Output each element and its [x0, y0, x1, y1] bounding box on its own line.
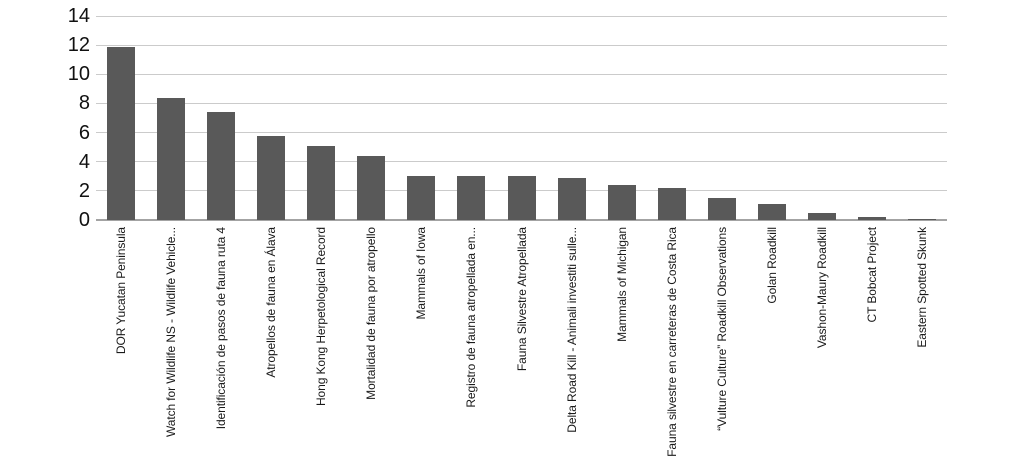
bar-17	[907, 218, 936, 220]
bar-14	[757, 203, 786, 220]
x-axis-line	[96, 219, 947, 221]
gridline	[96, 102, 947, 104]
bar-5	[307, 145, 336, 220]
y-axis-tick-label: 8	[78, 92, 90, 115]
y-axis-tick-label: 14	[67, 5, 90, 27]
x-axis-category-label: Watch for Wildlife NS - Wildlife Vehicle…	[164, 227, 179, 437]
bar-4	[257, 135, 286, 220]
gridline	[96, 15, 947, 17]
bar-13	[707, 198, 736, 220]
x-axis-category-label: Mammals of Michigan	[614, 227, 629, 342]
x-axis-category-label: Fauna Silvestre Atropellada	[514, 227, 529, 372]
x-axis-category-label: DOR Yucatan Peninsula	[114, 227, 129, 355]
gridline	[96, 132, 947, 134]
plot-area	[96, 15, 947, 221]
bar-8	[457, 176, 486, 220]
x-axis-category-label: Registro de fauna atropellada en...	[464, 227, 479, 408]
gridline	[96, 44, 947, 46]
gridline	[96, 73, 947, 75]
x-axis-category-label: Hong Kong Herpetological Record	[314, 227, 329, 407]
x-axis-category-label: Atropellos de fauna en Álava	[264, 227, 279, 378]
bar-7	[407, 176, 436, 220]
bar-11	[607, 185, 636, 220]
x-axis-category-label: Mammals of Iowa	[414, 227, 429, 320]
y-axis-tick-label: 4	[78, 150, 90, 173]
x-axis-category-label: Mortalidad de fauna por atropello	[364, 227, 379, 400]
x-axis-category-label: Identificación de pasos de fauna ruta 4	[214, 227, 229, 430]
bar-12	[657, 187, 686, 220]
y-axis-tick-label: 6	[78, 121, 90, 144]
gridline	[96, 161, 947, 163]
bar-16	[857, 217, 886, 220]
bar-15	[807, 212, 836, 220]
bar-3	[207, 112, 236, 220]
x-axis-category-label: Eastern Spotted Skunk	[914, 227, 929, 348]
y-axis-tick-label: 0	[78, 209, 90, 231]
x-axis-category-label: Vashon-Maury Roadkill	[814, 227, 829, 349]
x-axis-category-label: Fauna silvestre en carreteras de Costa R…	[664, 227, 679, 457]
y-axis-tick-label: 12	[67, 34, 90, 57]
bar-2	[157, 97, 186, 220]
x-axis-category-label: Delta Road Kill - Animali investiti sull…	[564, 227, 579, 433]
x-axis-category-label: “Vulture Culture” Roadkill Observations	[714, 227, 729, 431]
bar-9	[507, 176, 536, 220]
x-axis-category-label: CT Bobcat Project	[864, 227, 879, 323]
bar-6	[357, 155, 386, 220]
y-axis-tick-label: 10	[67, 63, 90, 86]
bar-1	[107, 46, 136, 220]
x-axis-category-label: Golan Roadkill	[764, 227, 779, 304]
bar-10	[557, 177, 586, 220]
y-axis-tick-label: 2	[78, 179, 90, 202]
